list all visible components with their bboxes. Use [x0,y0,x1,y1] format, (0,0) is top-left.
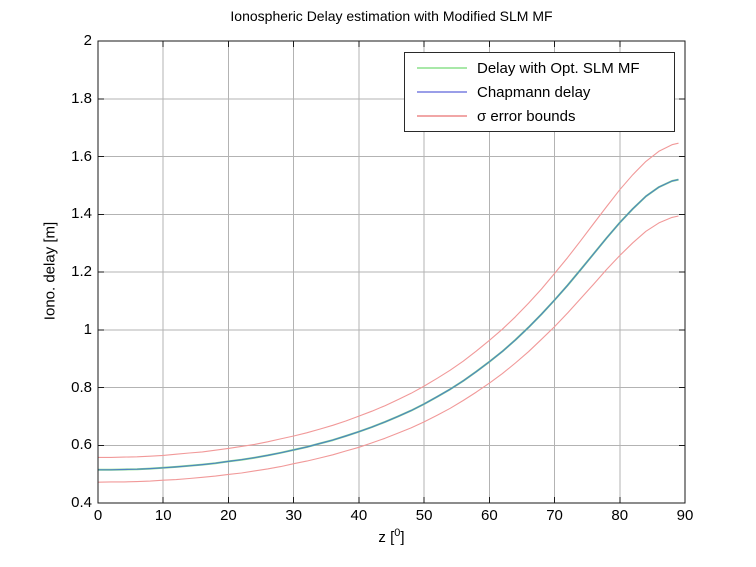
y-tick-label: 1.2 [71,263,92,280]
series-line-chapmann [98,179,679,471]
series-line-opt-slm [98,178,679,471]
legend-line-blue-icon [417,91,467,93]
x-tick-label: 50 [415,507,433,524]
legend-label-opt-slm: Delay with Opt. SLM MF [477,59,640,77]
y-tick-label: 1 [83,320,92,338]
legend-line-red-icon [417,115,467,117]
y-tick-label: 1.4 [71,205,92,223]
x-tick-label: 10 [154,507,172,524]
x-axis-label-bracket: ] [400,529,405,546]
x-tick-label: 30 [285,507,302,524]
series-line-sigma-lower [97,215,679,483]
legend-item-opt-slm: Delay with Opt. SLM MF [405,60,674,77]
x-tick-label: 70 [546,507,563,524]
legend-label-sigma-bounds: σ error bounds [477,107,576,125]
x-tick-label: 40 [350,507,368,524]
x-axis-label: z [0] [98,527,685,546]
series-line-sigma-upper [98,142,679,458]
y-tick-label: 0.4 [71,494,92,511]
legend-line-green-icon [417,67,467,69]
x-tick-label: 60 [480,507,498,524]
x-tick-label: 90 [676,507,694,524]
chart-title: Ionospheric Delay estimation with Modifi… [230,8,553,24]
y-tick-label: 2 [83,32,92,49]
x-tick-label: 20 [220,507,237,524]
x-axis-label-text: z [ [378,529,395,546]
y-tick-label: 1.6 [71,147,92,165]
legend: Delay with Opt. SLM MF Chapmann delay σ … [404,52,675,132]
legend-label-chapmann: Chapmann delay [477,83,591,101]
y-tick-label: 0.6 [71,436,92,454]
legend-item-chapmann: Chapmann delay [405,84,674,101]
y-tick-label: 1.8 [71,89,92,107]
x-axis-label-superscript: 0 [394,527,401,539]
y-tick-label: 0.8 [71,378,92,396]
x-tick-label: 80 [611,507,629,524]
legend-item-sigma-bounds: σ error bounds [405,108,674,125]
x-tick-label: 0 [93,507,103,524]
